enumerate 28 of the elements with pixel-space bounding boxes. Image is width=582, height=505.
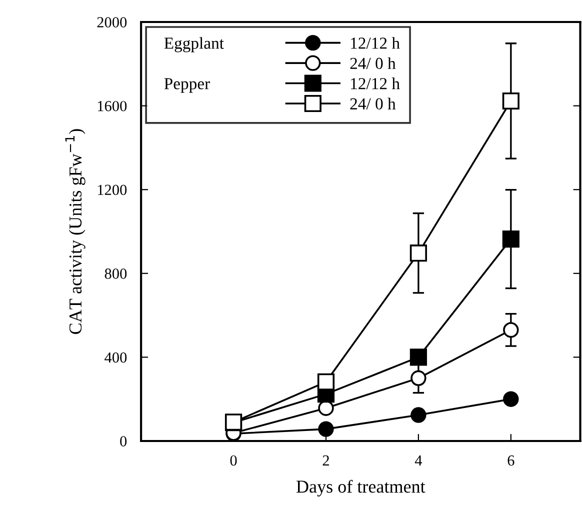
y-tick-label: 1200 [98, 184, 127, 196]
point [410, 244, 427, 262]
y-tick-label: 800 [104, 268, 127, 279]
legend-label: 12/12 h [351, 78, 400, 90]
x-tick-label: 2 [322, 455, 329, 466]
y-axis-title: CAT activity (Units gFw$^{−1}$) [65, 129, 86, 334]
point [410, 370, 426, 386]
x-tick-label: 6 [508, 455, 514, 466]
point [503, 322, 519, 338]
legend-label: 24/ 0 h [350, 57, 396, 70]
annotation: Eggplant [164, 37, 224, 52]
point [318, 421, 334, 437]
x-tick-label: 0 [230, 455, 237, 466]
y-tick-label: 2000 [97, 17, 127, 28]
point [317, 373, 335, 390]
legend-label: 24/ 0 h [350, 98, 396, 110]
x-axis-title: Days of treatment [296, 480, 426, 496]
annotation: Pepper [164, 78, 210, 93]
point [410, 407, 426, 423]
legend-label: 12/12 h [351, 37, 400, 49]
point [410, 348, 427, 366]
y-tick-label: 1600 [98, 100, 127, 112]
y-tick-label: 0 [120, 436, 127, 446]
point [502, 92, 520, 110]
y-tick-label: 400 [104, 352, 127, 363]
point [502, 230, 520, 248]
x-tick-label: 4 [414, 455, 422, 466]
point [503, 391, 519, 407]
